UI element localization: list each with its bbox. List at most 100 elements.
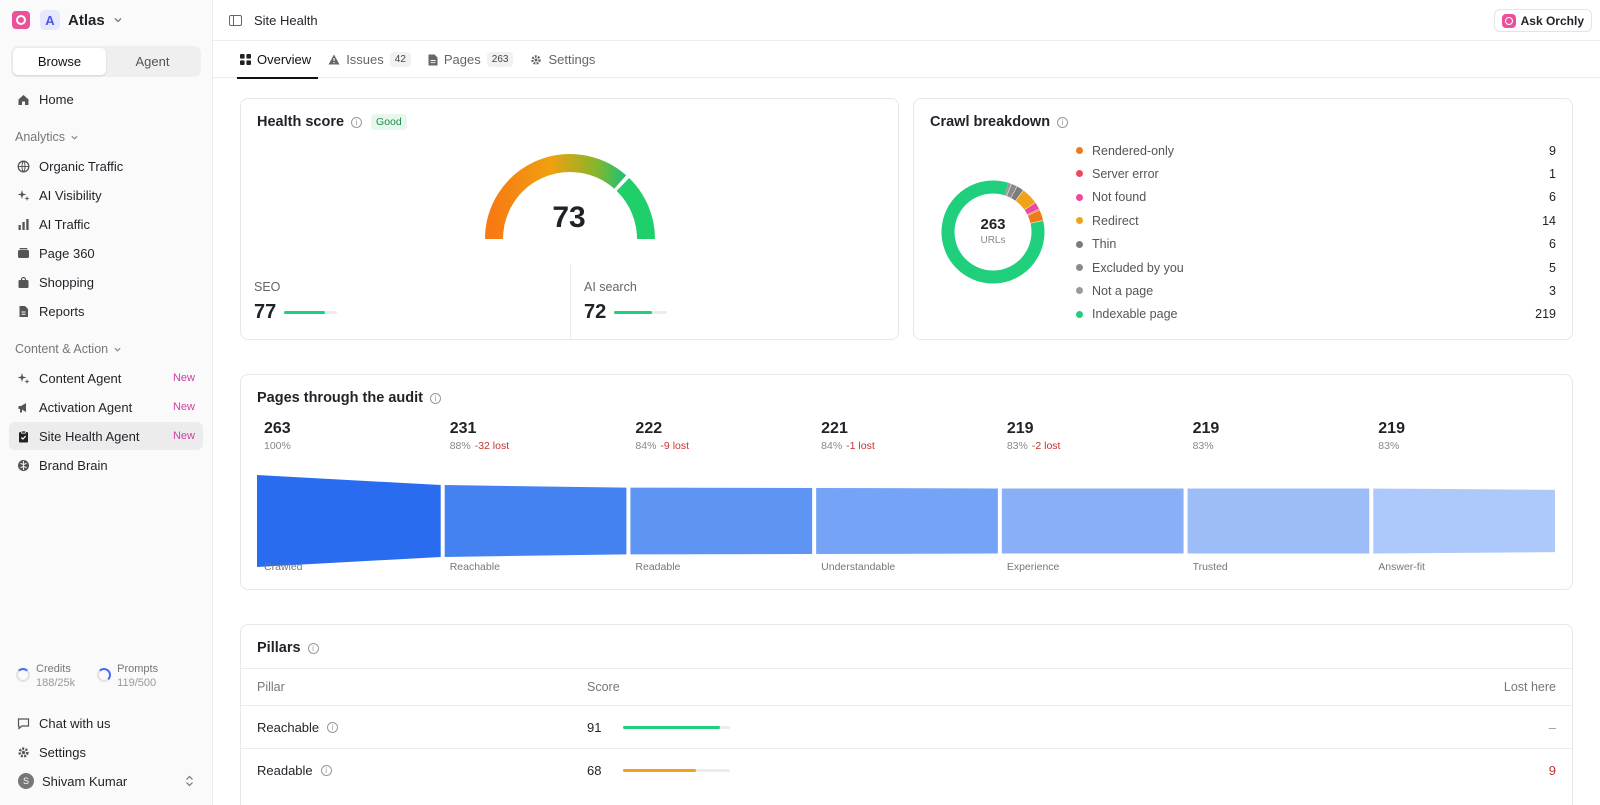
- sidebar-item-shopping[interactable]: Shopping: [9, 268, 203, 296]
- document-icon: [428, 54, 438, 65]
- agent-mode-button[interactable]: Agent: [135, 54, 170, 69]
- ai-search-score: AI search 72: [584, 280, 668, 324]
- settings-button[interactable]: Settings: [9, 738, 203, 766]
- step-count: 219: [1378, 420, 1405, 437]
- funnel-segment[interactable]: [816, 487, 998, 555]
- tab-issues[interactable]: Issues 42: [328, 41, 420, 78]
- table-row[interactable]: Reachable i 91 –: [241, 705, 1572, 748]
- crawl-legend: Rendered-only 9 Server error 1 Not found 6 Red…: [1076, 139, 1556, 324]
- table-row[interactable]: Readable i 68 9: [241, 748, 1572, 791]
- card-title: Health score: [257, 114, 345, 130]
- legend-item[interactable]: Thin 6: [1076, 233, 1556, 256]
- info-icon[interactable]: i: [327, 721, 339, 733]
- seo-score: SEO 77: [254, 280, 338, 324]
- card-title: Pillars: [257, 640, 301, 656]
- legend-item[interactable]: Indexable page 219: [1076, 303, 1556, 326]
- content-section-toggle[interactable]: Content & Action: [0, 335, 212, 363]
- credits-meter: Credits 188/25k: [16, 662, 75, 690]
- donut-slice: [1015, 190, 1036, 211]
- credits-ring: [16, 668, 30, 682]
- user-menu[interactable]: S Shivam Kumar: [0, 767, 212, 795]
- app-logo-icon: [12, 11, 30, 29]
- funnel-segment[interactable]: [444, 485, 627, 557]
- sidebar-item-reports[interactable]: Reports: [9, 297, 203, 325]
- step-count: 231: [449, 420, 477, 437]
- sidebar-item-brand-brain[interactable]: Brand Brain: [9, 451, 203, 479]
- funnel-segment[interactable]: [1187, 488, 1370, 554]
- sidebar-item-page-360[interactable]: Page 360: [9, 239, 203, 267]
- workspace-switcher[interactable]: A Atlas: [0, 0, 212, 40]
- funnel-step: 221 84% -1 lost Understandable: [821, 420, 997, 573]
- orchly-logo-icon: [1501, 13, 1516, 28]
- legend-item[interactable]: Not found 6: [1076, 186, 1556, 209]
- funnel-segment[interactable]: [1373, 488, 1555, 554]
- info-icon[interactable]: i: [307, 642, 319, 654]
- legend-value: 1: [1549, 166, 1556, 181]
- legend-item[interactable]: Not a page 3: [1076, 279, 1556, 302]
- legend-label: Redirect: [1092, 213, 1139, 228]
- seo-value: 77: [254, 301, 277, 323]
- funnel-step: 219 83% -2 lost Experience: [1006, 420, 1183, 573]
- sidebar-item-ai-traffic[interactable]: AI Traffic: [9, 210, 203, 238]
- legend-value: 3: [1549, 283, 1556, 298]
- seo-bar: [284, 311, 338, 314]
- funnel-segment[interactable]: [1001, 488, 1184, 554]
- workspace-name: Atlas: [68, 11, 105, 29]
- sidebar-toggle-icon[interactable]: [229, 14, 242, 26]
- sidebar-item-label: Brand Brain: [39, 457, 108, 473]
- chat-with-us-button[interactable]: Chat with us: [9, 709, 203, 737]
- workspace-avatar: A: [40, 10, 60, 30]
- card-title: Pages through the audit: [257, 390, 423, 406]
- tab-pages[interactable]: Pages 263: [428, 41, 523, 78]
- pillar-score: 91: [587, 719, 602, 735]
- ai-search-value: 72: [584, 301, 607, 323]
- funnel-step: 231 88% -32 lost Reachable: [449, 420, 626, 573]
- step-label: Readable: [635, 561, 681, 573]
- legend-value: 14: [1542, 213, 1556, 228]
- gear-icon: [531, 54, 542, 65]
- info-icon[interactable]: i: [351, 116, 363, 128]
- info-icon[interactable]: i: [320, 764, 332, 776]
- legend-dot: [1076, 170, 1083, 178]
- browse-mode-button[interactable]: Browse: [13, 48, 106, 75]
- sidebar-item-home[interactable]: Home: [9, 85, 203, 113]
- ask-orchly-button[interactable]: Ask Orchly: [1493, 9, 1592, 32]
- ai-search-bar: [614, 311, 668, 314]
- globe-icon: [17, 160, 30, 173]
- step-percent: 88%: [449, 440, 471, 452]
- home-icon: [17, 93, 30, 106]
- sidebar-item-content-agent[interactable]: Content Agent New: [9, 364, 203, 392]
- user-name: Shivam Kumar: [42, 773, 128, 789]
- step-lost: -9 lost: [660, 440, 690, 452]
- status-badge: Good: [371, 114, 407, 130]
- sidebar-item-ai-visibility[interactable]: AI Visibility: [9, 181, 203, 209]
- legend-item[interactable]: Redirect 14: [1076, 209, 1556, 232]
- card-title: Crawl breakdown: [930, 114, 1051, 130]
- sidebar-item-organic-traffic[interactable]: Organic Traffic: [9, 152, 203, 180]
- funnel-segment[interactable]: [257, 475, 441, 567]
- legend-label: Thin: [1092, 237, 1117, 252]
- legend-item[interactable]: Excluded by you 5: [1076, 256, 1556, 279]
- sidebar: A Atlas Browse Agent Home Analytics Orga…: [0, 0, 213, 805]
- info-icon[interactable]: i: [1057, 116, 1069, 128]
- legend-item[interactable]: Rendered-only 9: [1076, 139, 1556, 162]
- credits-label: Credits: [36, 663, 71, 675]
- analytics-section-toggle[interactable]: Analytics: [0, 123, 212, 151]
- sidebar-item-activation-agent[interactable]: Activation Agent New: [9, 393, 203, 421]
- chevron-down-icon: [114, 347, 121, 352]
- tab-settings[interactable]: Settings: [530, 41, 604, 78]
- tab-overview[interactable]: Overview: [236, 41, 320, 79]
- legend-item[interactable]: Server error 1: [1076, 162, 1556, 185]
- sidebar-item-site-health-agent[interactable]: Site Health Agent New: [9, 422, 203, 450]
- legend-dot: [1076, 287, 1083, 295]
- legend-dot: [1076, 310, 1083, 318]
- info-icon[interactable]: i: [429, 392, 441, 404]
- step-count: 221: [821, 420, 848, 437]
- seo-label: SEO: [254, 280, 281, 294]
- step-percent: 100%: [264, 440, 291, 452]
- funnel-segment[interactable]: [630, 487, 813, 555]
- main-content: Site Health Ask Orchly Overview Issues 4…: [213, 0, 1600, 805]
- step-percent: 83%: [1006, 440, 1028, 452]
- credits-value: 188/25k: [36, 677, 76, 689]
- donut-slice: [1006, 183, 1018, 199]
